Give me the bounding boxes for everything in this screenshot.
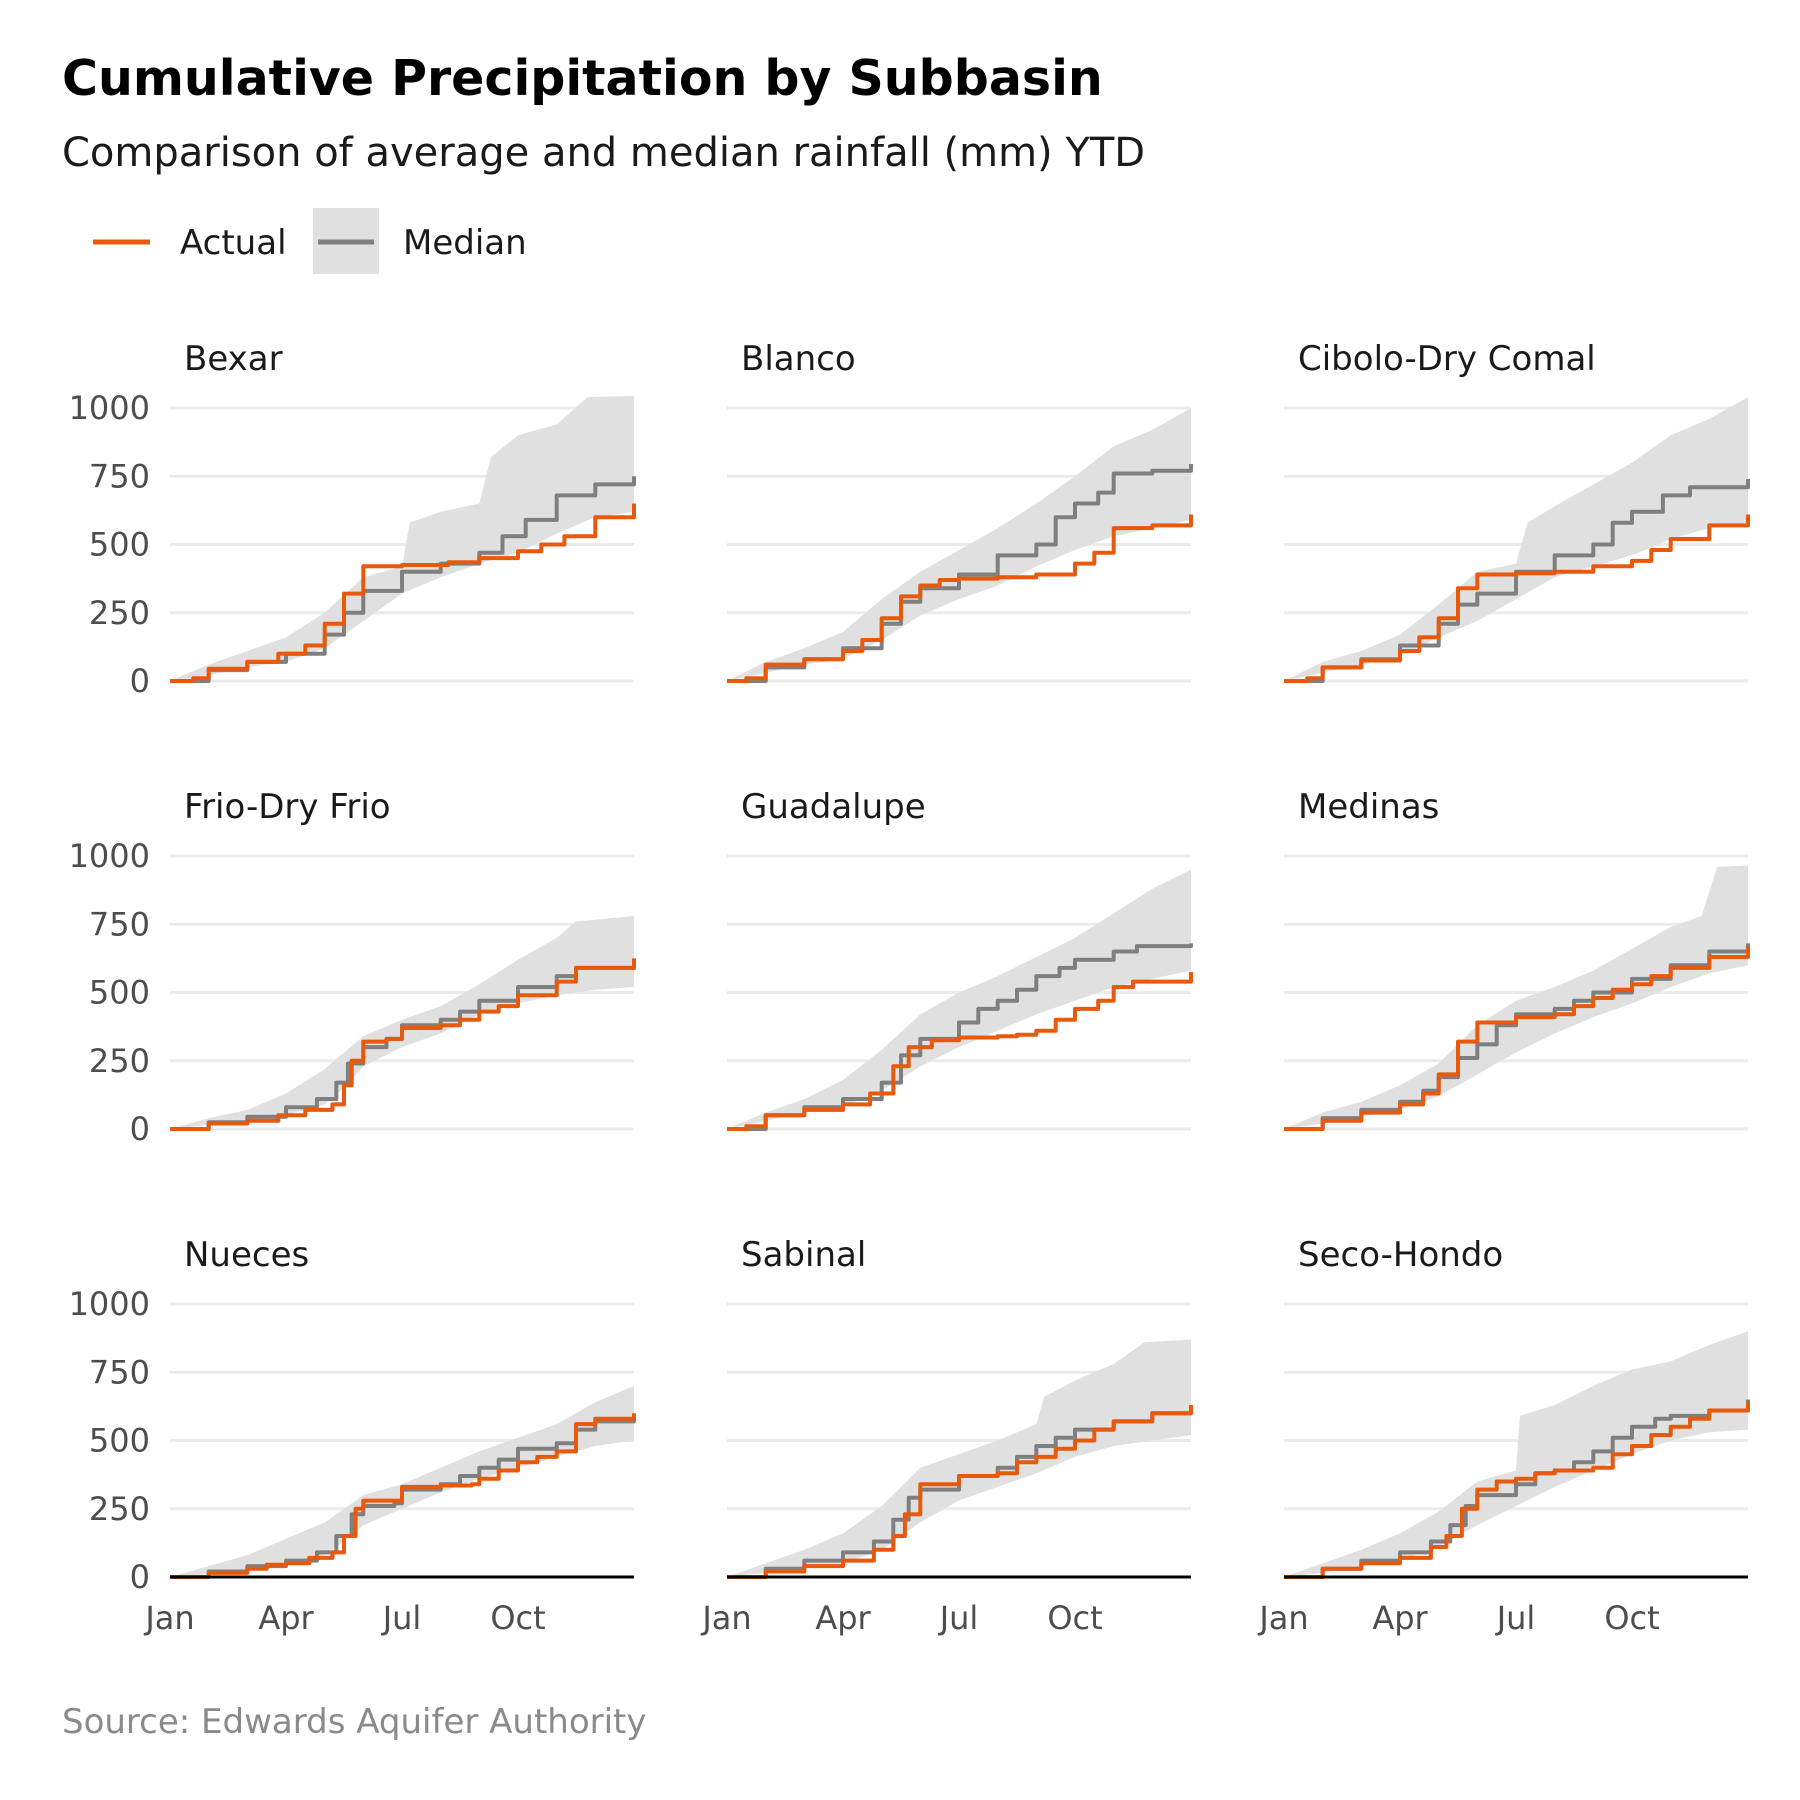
actual-line: [727, 1405, 1193, 1579]
facet-guadalupe: Guadalupe: [727, 787, 1193, 1131]
y-tick-label: 250: [89, 1042, 150, 1080]
actual-line: [1284, 514, 1750, 683]
facet-frio-dry-frio: Frio-Dry Frio 0 250 500 750 1000: [69, 787, 636, 1148]
median-range-band: [170, 395, 634, 681]
facet-bexar: Bexar 0 250 500 750 1000: [69, 339, 636, 700]
actual-line: [727, 514, 1193, 683]
x-tick-label: Jul: [938, 1599, 979, 1637]
x-tick-label: Jan: [1257, 1599, 1308, 1637]
y-tick-label: 0: [130, 662, 150, 700]
chart-title: Cumulative Precipitation by Subbasin: [62, 50, 1103, 107]
x-tick-label: Oct: [1047, 1599, 1102, 1637]
x-tick-label: Apr: [258, 1599, 314, 1637]
y-tick-label: 0: [130, 1110, 150, 1148]
legend-median-label: Median: [403, 223, 527, 263]
x-tick-label: Oct: [490, 1599, 545, 1637]
facet-grid: Bexar 0 250 500 750 1000 Blanco Cibolo-Dry Coma…: [69, 339, 1750, 1637]
y-tick-label: 750: [89, 1353, 150, 1391]
facet-medinas: Medinas: [1284, 787, 1750, 1131]
x-tick-label: Jul: [381, 1599, 422, 1637]
y-tick-label: 1000: [69, 389, 150, 427]
median-range-band: [170, 916, 634, 1129]
facet-title: Nueces: [184, 1235, 309, 1275]
actual-line: [1284, 1402, 1750, 1579]
median-range-band: [727, 869, 1191, 1129]
actual-line: [170, 1413, 636, 1579]
facet-nueces: Nueces 0 250 500 750 1000 Jan Apr Jul Oct: [69, 1235, 636, 1637]
x-tick-label: Jul: [1495, 1599, 1536, 1637]
y-tick-label: 500: [89, 1422, 150, 1460]
x-tick-label: Oct: [1604, 1599, 1659, 1637]
facet-title: Seco-Hondo: [1298, 1235, 1503, 1275]
median-range-band: [170, 1385, 634, 1577]
facet-title: Frio-Dry Frio: [184, 787, 391, 827]
y-tick-label: 1000: [69, 1285, 150, 1323]
facet-title: Bexar: [184, 339, 283, 379]
y-tick-label: 500: [89, 974, 150, 1012]
y-tick-label: 250: [89, 594, 150, 632]
x-tick-label: Apr: [1372, 1599, 1428, 1637]
actual-line: [1284, 946, 1750, 1131]
y-tick-label: 1000: [69, 837, 150, 875]
x-tick-label: Jan: [700, 1599, 751, 1637]
facet-title: Cibolo-Dry Comal: [1298, 339, 1596, 379]
median-range-band: [727, 1339, 1191, 1577]
y-tick-label: 750: [89, 457, 150, 495]
facet-title: Blanco: [741, 339, 856, 379]
facet-sabinal: Sabinal Jan Apr Jul Oct: [700, 1235, 1193, 1637]
facet-title: Guadalupe: [741, 787, 926, 827]
actual-line: [727, 972, 1193, 1131]
y-tick-label: 0: [130, 1558, 150, 1596]
legend: Actual Median: [93, 208, 527, 274]
actual-line: [170, 958, 636, 1131]
chart-subtitle: Comparison of average and median rainfal…: [62, 130, 1146, 176]
facet-title: Sabinal: [741, 1235, 866, 1275]
chart-source: Source: Edwards Aquifer Authority: [62, 1702, 647, 1742]
median-range-band: [1284, 865, 1748, 1129]
actual-line: [170, 503, 636, 683]
median-range-band: [727, 408, 1191, 681]
facet-cibolo-dry-comal: Cibolo-Dry Comal: [1284, 339, 1750, 683]
facet-blanco: Blanco: [727, 339, 1193, 683]
x-tick-label: Jan: [143, 1599, 194, 1637]
y-tick-label: 250: [89, 1490, 150, 1528]
legend-actual-label: Actual: [180, 223, 287, 263]
median-range-band: [1284, 397, 1748, 681]
facet-title: Medinas: [1298, 787, 1439, 827]
median-range-band: [1284, 1331, 1748, 1577]
x-tick-label: Apr: [815, 1599, 871, 1637]
y-tick-label: 500: [89, 526, 150, 564]
y-tick-label: 750: [89, 905, 150, 943]
facet-seco-hondo: Seco-Hondo Jan Apr Jul Oct: [1257, 1235, 1750, 1637]
